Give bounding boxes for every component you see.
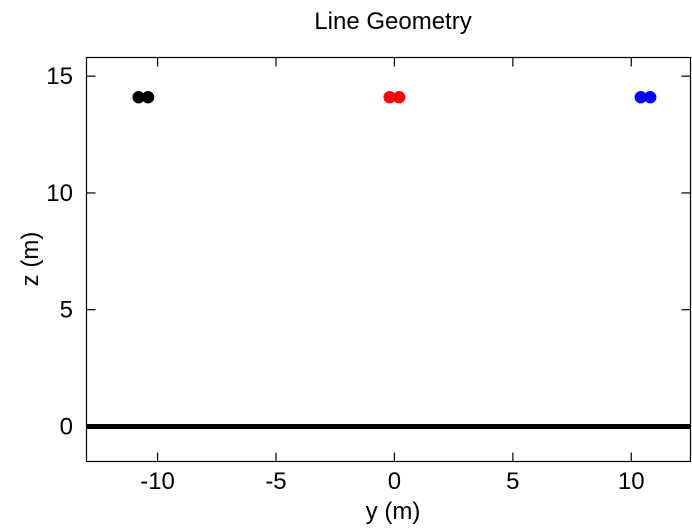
x-tick-label-2: 0 xyxy=(388,468,401,495)
scatter-point-2-1 xyxy=(644,90,657,104)
y-tick-label-2: 10 xyxy=(46,180,73,207)
x-tick-label-3: 5 xyxy=(506,468,519,495)
y-tick-label-0: 0 xyxy=(60,413,73,440)
scatter-point-0-1 xyxy=(141,90,155,104)
points-layer xyxy=(132,90,657,104)
x-tick-label-4: 10 xyxy=(618,468,645,495)
scatter-point-1-1 xyxy=(392,90,406,104)
y-axis-label: z (m) xyxy=(17,232,44,287)
x-tick-label-0: -10 xyxy=(140,468,175,495)
x-axis-label: y (m) xyxy=(366,498,421,525)
plot-frame xyxy=(85,56,692,463)
plot-area: -10 -5 0 5 10 0 5 10 15 xyxy=(46,56,692,495)
chart-title: Line Geometry xyxy=(314,8,471,35)
y-tick-label-3: 15 xyxy=(46,63,73,90)
x-tick-label-1: -5 xyxy=(265,468,286,495)
y-tick-label-1: 5 xyxy=(60,297,73,324)
